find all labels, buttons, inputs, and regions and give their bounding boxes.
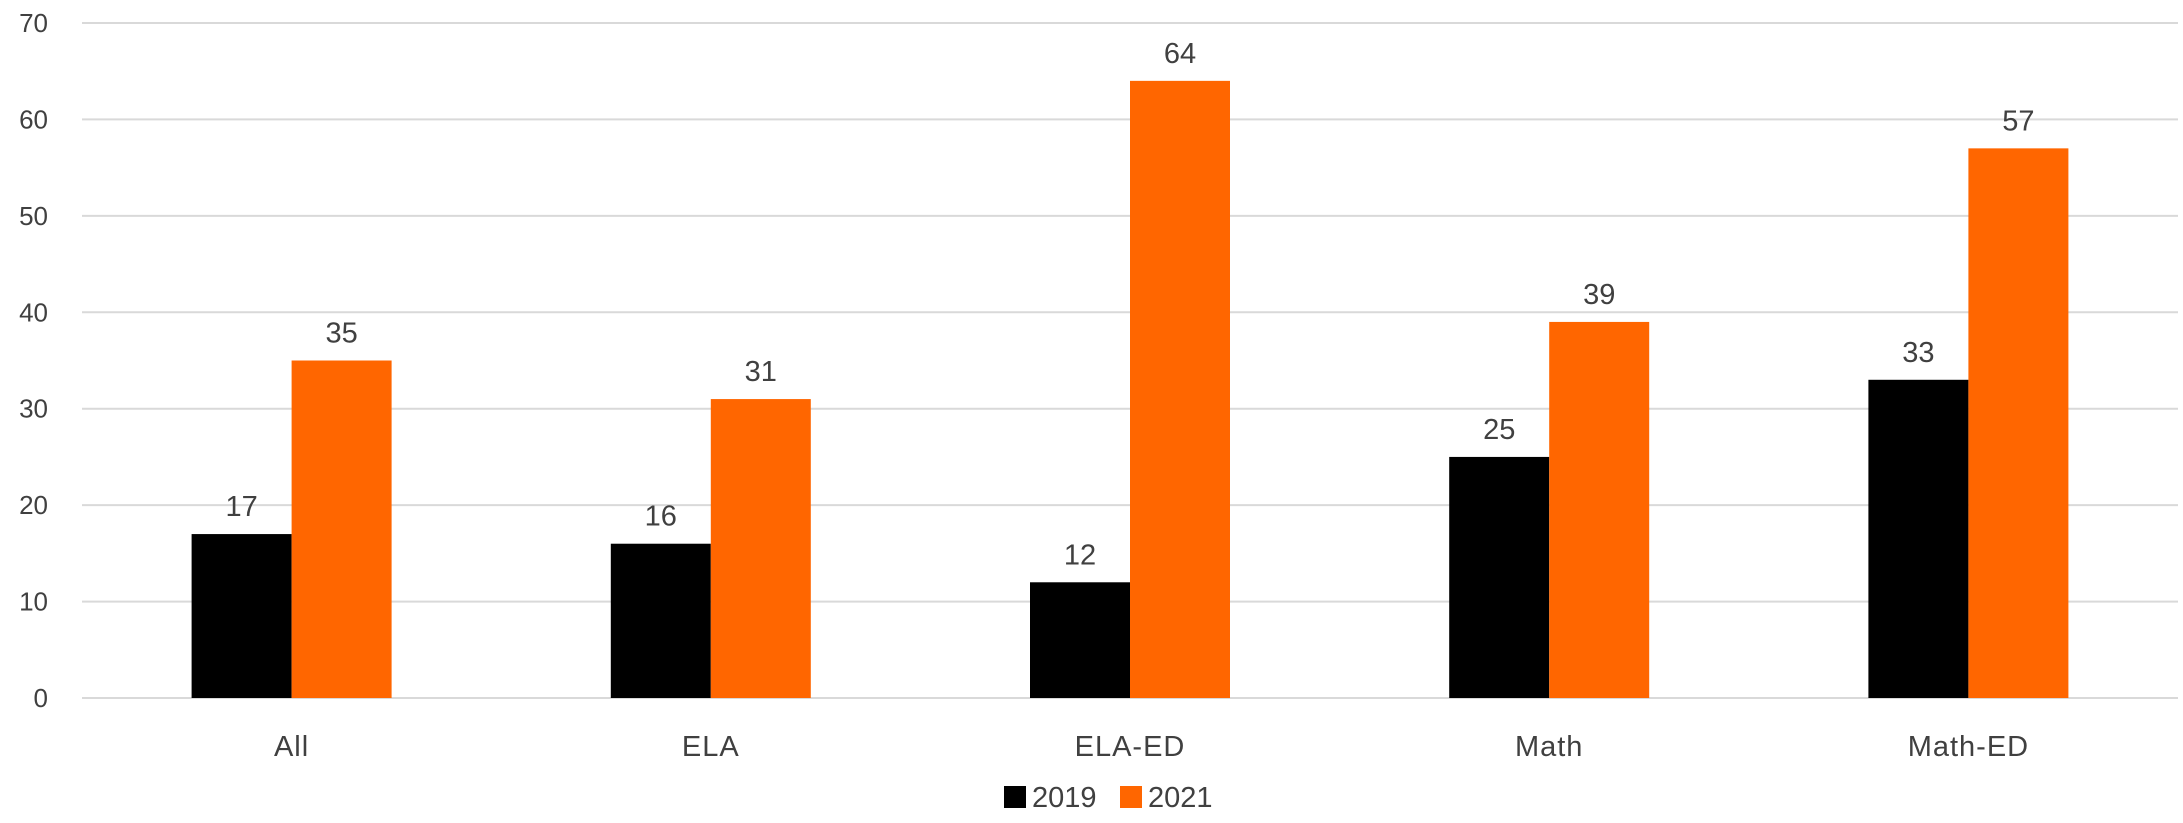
- bar-2019-ela: [610, 543, 711, 698]
- bar-2021-math-ed: [1968, 148, 2069, 698]
- bar-2019-math-ed: [1868, 379, 1969, 698]
- bar-2019-math: [1449, 456, 1550, 698]
- y-tick-label: 30: [19, 394, 48, 424]
- data-label: 57: [2002, 105, 2034, 137]
- data-label: 39: [1583, 279, 1615, 311]
- data-labels: 17 35 16 31 12 64 25 39 33 57: [225, 38, 2034, 571]
- x-category-label: ELA-ED: [1075, 731, 1186, 763]
- x-category-label: All: [274, 731, 309, 763]
- y-axis-ticks: 0 10 20 30 40 50 60 70: [19, 8, 48, 713]
- y-tick-label: 10: [19, 587, 48, 617]
- legend-label: 2021: [1148, 782, 1213, 814]
- x-category-label: ELA: [682, 731, 740, 763]
- bar-2019-all: [191, 534, 292, 698]
- bar-2021-ela: [710, 399, 811, 698]
- bar-2021-ela-ed: [1130, 80, 1230, 699]
- data-label: 16: [645, 501, 677, 533]
- x-axis-categories: All ELA ELA-ED Math Math-ED: [274, 731, 2029, 763]
- y-tick-label: 60: [19, 104, 48, 134]
- data-label: 31: [745, 356, 777, 388]
- bar-2021-math: [1549, 321, 1650, 698]
- y-tick-label: 0: [34, 683, 48, 713]
- data-label: 12: [1064, 539, 1096, 571]
- legend: 2019 2021: [1004, 782, 1213, 814]
- legend-swatch-2019: [1004, 786, 1026, 808]
- x-category-label: Math-ED: [1908, 731, 2029, 763]
- y-tick-label: 20: [19, 490, 48, 520]
- y-tick-label: 40: [19, 297, 48, 327]
- data-label: 35: [325, 318, 357, 350]
- data-label: 25: [1483, 414, 1515, 446]
- data-label: 33: [1902, 337, 1934, 369]
- y-tick-label: 70: [19, 8, 48, 38]
- legend-label: 2019: [1032, 782, 1097, 814]
- data-label: 64: [1164, 38, 1196, 70]
- legend-swatch-2021: [1120, 786, 1142, 808]
- bar-2019-ela-ed: [1030, 582, 1130, 698]
- bars: [191, 80, 2069, 699]
- bar-2021-all: [291, 360, 392, 698]
- data-label: 17: [225, 491, 257, 523]
- x-category-label: Math: [1515, 731, 1583, 763]
- y-tick-label: 50: [19, 201, 48, 231]
